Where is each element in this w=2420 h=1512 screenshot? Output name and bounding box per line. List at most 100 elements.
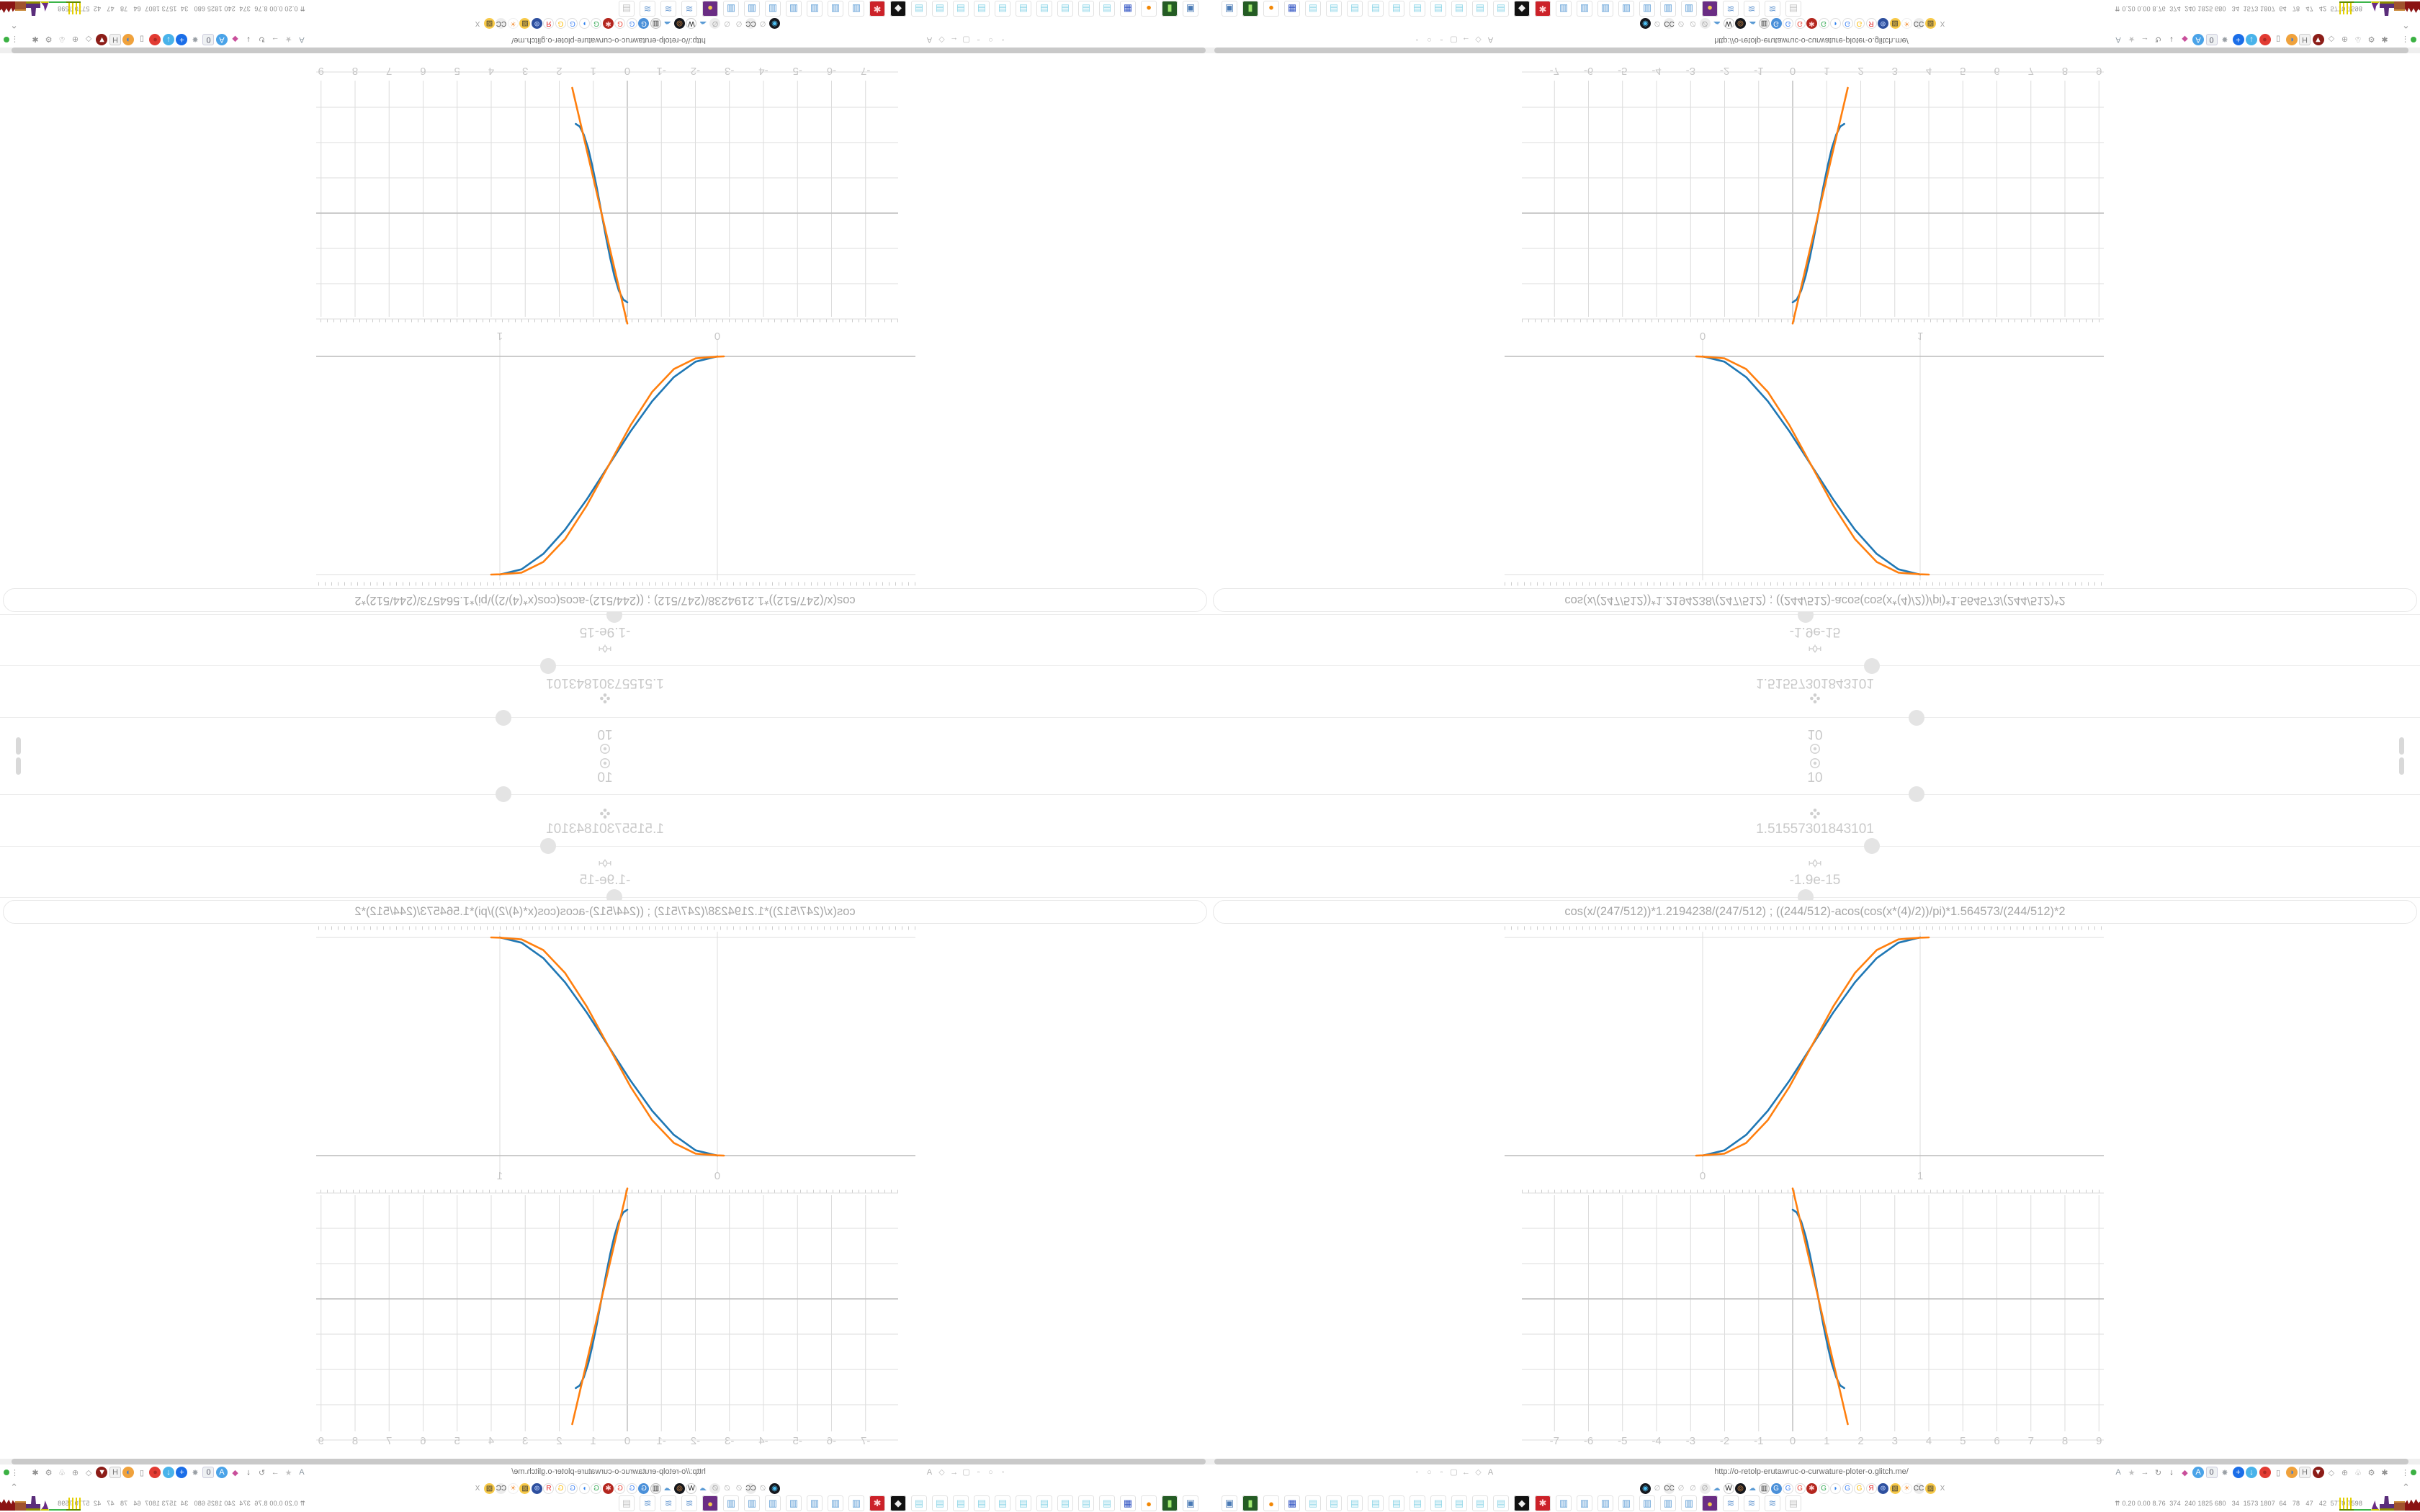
- slider-loops-track[interactable]: [1210, 794, 2420, 795]
- bookmark-star-icon[interactable]: ★: [2128, 1468, 2136, 1477]
- notepad-icon[interactable]: ▤: [1430, 1, 1446, 17]
- app-window-icon[interactable]: ▥: [848, 1495, 864, 1511]
- translate-icon[interactable]: A: [1487, 35, 1494, 45]
- notepad-icon[interactable]: ▤: [995, 1495, 1010, 1511]
- translate-icon[interactable]: A: [926, 1467, 933, 1477]
- back-arrow-icon[interactable]: ←: [1462, 1467, 1470, 1477]
- camera-dark-icon[interactable]: ◆: [1514, 1495, 1530, 1511]
- app-window-icon[interactable]: ▥: [1618, 1495, 1634, 1511]
- notepad-icon[interactable]: ▤: [1430, 1495, 1446, 1511]
- trash-icon[interactable]: ▯: [2275, 35, 2281, 44]
- app-window-icon[interactable]: ▥: [1597, 1495, 1613, 1511]
- barrel-icon[interactable]: ▥: [650, 18, 661, 29]
- translate-blue-icon[interactable]: A: [216, 34, 228, 45]
- browser-status[interactable]: ⋮: [4, 35, 19, 44]
- purple-app-icon[interactable]: ●: [1702, 1, 1718, 17]
- trash-icon[interactable]: ▯: [139, 1468, 145, 1477]
- paste-disabled-icon[interactable]: ▤: [1785, 1, 1801, 17]
- globe-grid-icon[interactable]: ⊕: [532, 18, 542, 29]
- app-window-icon[interactable]: ▥: [744, 1495, 760, 1511]
- slider-amplitude-handle[interactable]: [1863, 838, 1880, 854]
- paint-brush-icon[interactable]: ◆: [2182, 1468, 2188, 1477]
- google-icon[interactable]: G: [1854, 1483, 1865, 1494]
- google-icon[interactable]: G: [1794, 1483, 1806, 1494]
- google-icon[interactable]: G: [614, 18, 626, 29]
- google-icon[interactable]: G: [567, 1483, 578, 1494]
- kebab-menu-icon[interactable]: ⋮: [11, 35, 19, 43]
- dot-small-icon[interactable]: ◦: [1440, 1467, 1443, 1477]
- url-bar[interactable]: http://o-retolp-erutawruc-o-curwature-pl…: [1714, 36, 1909, 45]
- wikipedia-icon[interactable]: W: [1723, 18, 1734, 29]
- globe-gray-icon[interactable]: ⊕: [2341, 35, 2349, 44]
- app-window-icon[interactable]: ▥: [1639, 1495, 1655, 1511]
- h-box-icon[interactable]: H: [109, 34, 121, 45]
- camera-dark-icon[interactable]: ◆: [1514, 1, 1530, 17]
- slider-offset-track[interactable]: [1210, 897, 2420, 898]
- mute-icon[interactable]: ∅: [735, 19, 743, 27]
- photo-icon[interactable]: ▨: [519, 1483, 531, 1494]
- app-window-icon[interactable]: ▥: [1618, 1, 1634, 17]
- firefox-icon[interactable]: ●: [1141, 1, 1157, 17]
- vertical-scrollbar-thumb[interactable]: [2399, 757, 2404, 775]
- target-dark-icon[interactable]: ◎: [674, 18, 685, 29]
- google-icon[interactable]: G: [591, 18, 602, 29]
- slider-amplitude-handle[interactable]: [540, 838, 557, 854]
- formula-input[interactable]: cos(x/(247/512))*1.2194238/(247/512) ; (…: [3, 588, 1207, 612]
- sun-icon[interactable]: ☀: [508, 18, 519, 29]
- notepad-icon[interactable]: ▤: [1493, 1, 1509, 17]
- google-translate-icon[interactable]: G: [638, 1483, 650, 1494]
- cc-icon[interactable]: CC: [496, 18, 507, 29]
- shield-download-icon[interactable]: ↓: [2246, 1467, 2257, 1478]
- translate-page-icon[interactable]: A: [299, 35, 305, 44]
- app-window-icon[interactable]: ▥: [828, 1495, 843, 1511]
- sun-icon[interactable]: ☀: [1901, 18, 1912, 29]
- globe-color-icon[interactable]: ◑: [2285, 34, 2298, 45]
- notepad-icon[interactable]: ▤: [995, 1, 1010, 17]
- reload-icon[interactable]: ↻: [258, 35, 266, 44]
- script-scroll-icon[interactable]: ≋: [1744, 1495, 1760, 1511]
- notepad-icon[interactable]: ▤: [1347, 1, 1363, 17]
- google-icon[interactable]: G: [567, 18, 578, 29]
- counter-zero-icon[interactable]: 0: [202, 34, 215, 45]
- paste-disabled-icon[interactable]: ▤: [619, 1, 635, 17]
- translate-blue-icon[interactable]: A: [2192, 1467, 2204, 1478]
- notepad-icon[interactable]: ▤: [1099, 1495, 1115, 1511]
- google-icon[interactable]: G: [614, 1483, 626, 1494]
- firefox-icon[interactable]: ●: [1263, 1, 1279, 17]
- google-icon[interactable]: G: [627, 18, 637, 29]
- mute-icon[interactable]: ∅: [1690, 19, 1696, 27]
- add-blue-icon[interactable]: +: [2232, 1467, 2244, 1478]
- mute-icon[interactable]: ∅: [1677, 19, 1685, 27]
- reload-icon[interactable]: ↻: [2154, 35, 2162, 44]
- wrench-icon[interactable]: ⚙: [2367, 1468, 2375, 1477]
- app-window-icon[interactable]: ▥: [1556, 1, 1572, 17]
- firefox-icon[interactable]: ●: [1141, 1495, 1157, 1511]
- h-box-icon[interactable]: H: [109, 1467, 121, 1478]
- forward-arrow-icon[interactable]: →: [2141, 35, 2149, 44]
- photo-icon[interactable]: ▨: [484, 1483, 495, 1494]
- notepad-icon[interactable]: ▤: [1389, 1, 1404, 17]
- google-icon[interactable]: G: [1783, 1483, 1793, 1494]
- barrel-icon[interactable]: ▥: [1759, 1483, 1770, 1494]
- cc-icon[interactable]: CC: [1913, 1483, 1924, 1494]
- translate-icon[interactable]: A: [1487, 1467, 1494, 1477]
- horizontal-scrollbar-thumb[interactable]: [12, 48, 1206, 53]
- cloud-blue-icon[interactable]: ☁: [1749, 1485, 1756, 1493]
- wrench-icon[interactable]: ⚙: [45, 1468, 53, 1477]
- bookmark-star-icon[interactable]: ★: [284, 35, 292, 44]
- slider-offset-track[interactable]: [1210, 614, 2420, 615]
- slider-loops-handle[interactable]: [495, 786, 511, 802]
- notepad-icon[interactable]: ▤: [1305, 1495, 1321, 1511]
- kebab-menu-icon[interactable]: ⋮: [2401, 35, 2409, 43]
- gear-icon[interactable]: ✱: [32, 1468, 39, 1477]
- mute-icon[interactable]: ∅: [724, 1485, 730, 1493]
- vertical-scrollbar-thumb[interactable]: [16, 737, 21, 755]
- app-window-icon[interactable]: ▥: [1639, 1, 1655, 17]
- yandex-icon[interactable]: Я: [1865, 18, 1877, 29]
- globe-gray-icon[interactable]: ⊕: [2341, 1468, 2349, 1477]
- forward-arrow-icon[interactable]: →: [2141, 1468, 2149, 1477]
- translate-icon[interactable]: A: [926, 35, 933, 45]
- dot-small-icon[interactable]: ◦: [1415, 1467, 1419, 1477]
- gear-red-icon[interactable]: ✱: [1806, 18, 1817, 29]
- notepad-icon[interactable]: ▤: [953, 1495, 969, 1511]
